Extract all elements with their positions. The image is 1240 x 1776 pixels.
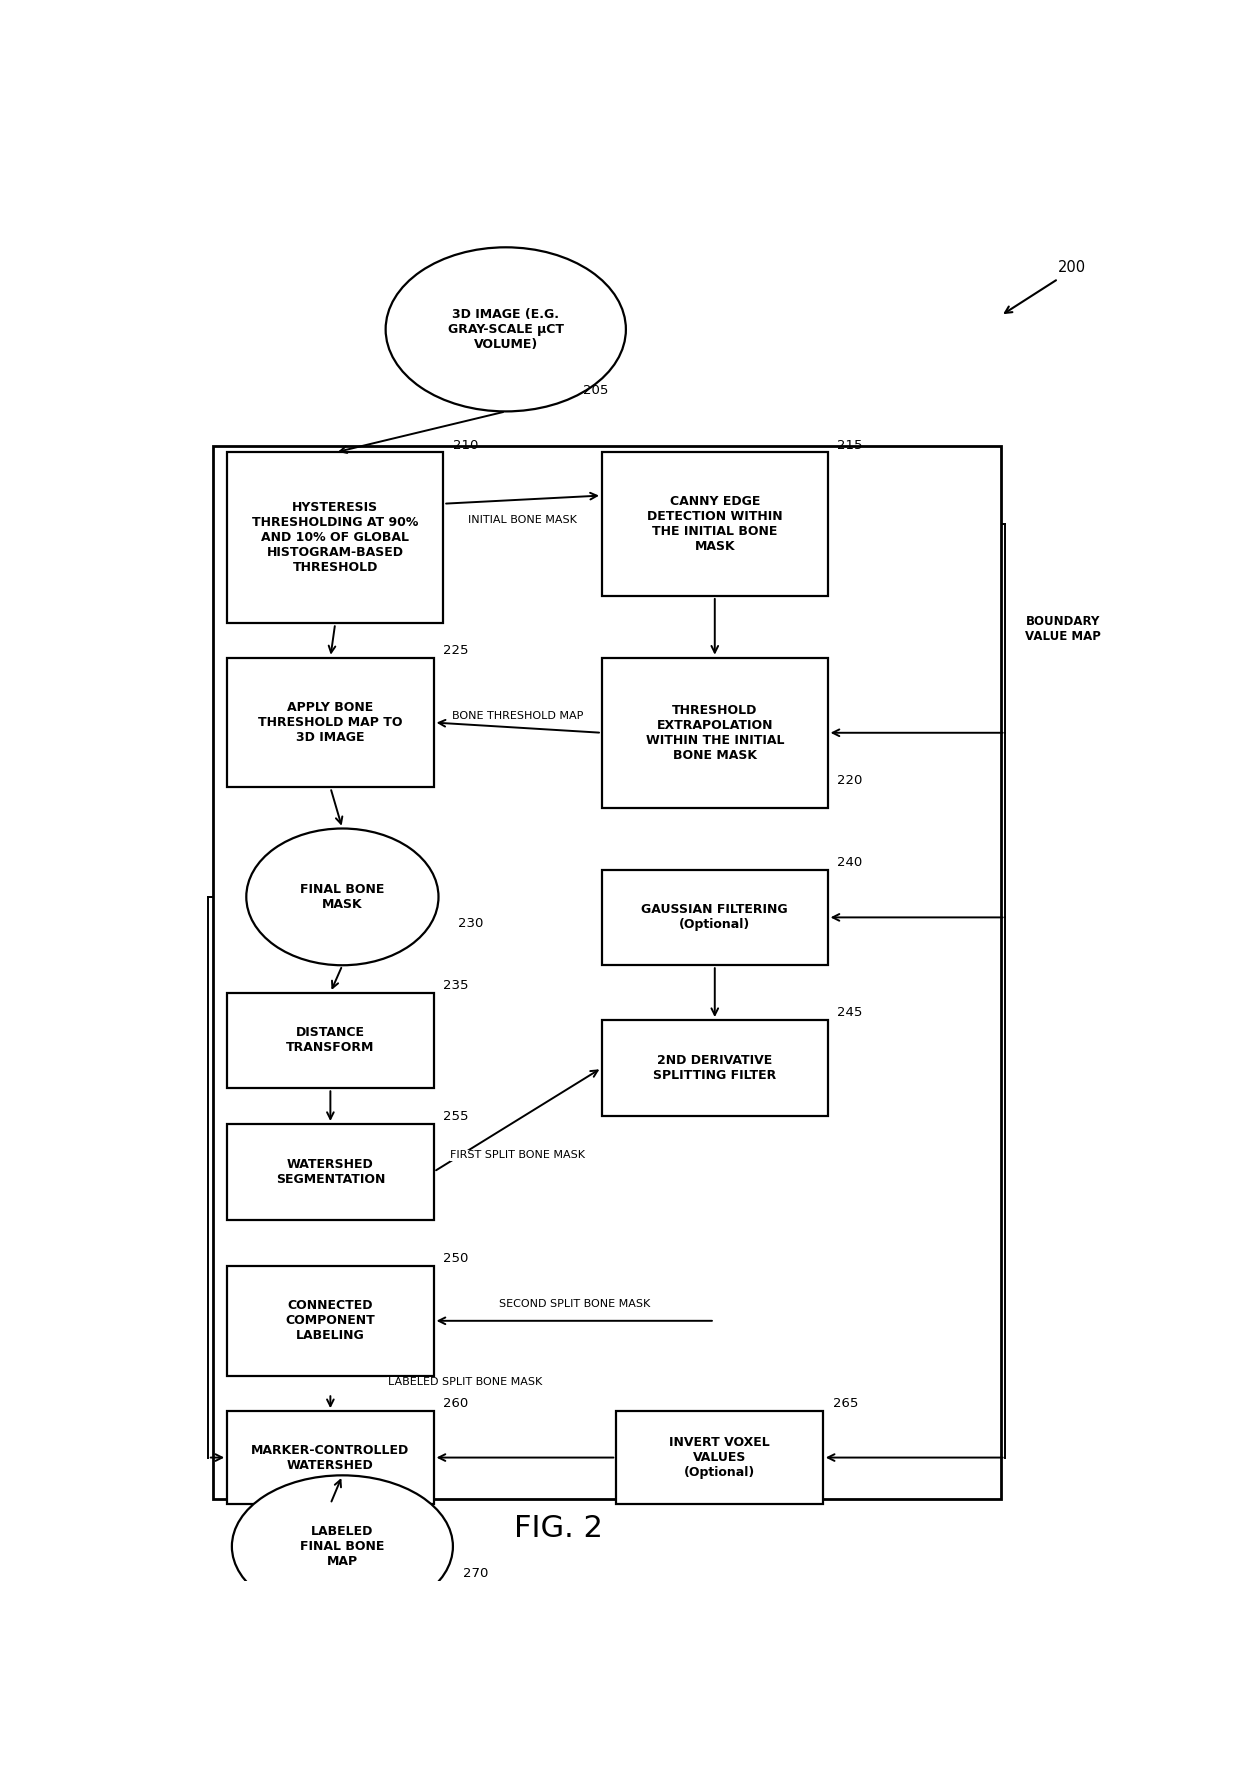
Text: GAUSSIAN FILTERING
(Optional): GAUSSIAN FILTERING (Optional) [641,904,789,931]
Bar [227,993,434,1089]
Text: THRESHOLD
EXTRAPOLATION
WITHIN THE INITIAL
BONE MASK: THRESHOLD EXTRAPOLATION WITHIN THE INITI… [646,703,784,762]
Text: 3D IMAGE (E.G.
GRAY-SCALE μCT
VOLUME): 3D IMAGE (E.G. GRAY-SCALE μCT VOLUME) [448,307,564,352]
Bar [601,870,828,966]
Ellipse shape [232,1476,453,1618]
Bar [227,453,444,623]
Text: FIRST SPLIT BONE MASK: FIRST SPLIT BONE MASK [450,1151,585,1160]
Text: 210: 210 [453,439,479,451]
Bar [601,453,828,597]
Text: 260: 260 [444,1398,469,1410]
Text: FIG. 2: FIG. 2 [515,1515,603,1543]
Text: CANNY EDGE
DETECTION WITHIN
THE INITIAL BONE
MASK: CANNY EDGE DETECTION WITHIN THE INITIAL … [647,496,782,554]
Text: 255: 255 [444,1110,469,1122]
Bar [227,657,434,787]
Text: 240: 240 [837,856,863,868]
Text: 270: 270 [463,1566,487,1581]
Text: 245: 245 [837,1007,863,1019]
Text: BOUNDARY
VALUE MAP: BOUNDARY VALUE MAP [1024,614,1101,643]
Text: 205: 205 [583,384,608,398]
Bar [227,1412,434,1504]
Ellipse shape [247,829,439,966]
Bar [227,1124,434,1220]
Text: MARKER-CONTROLLED
WATERSHED: MARKER-CONTROLLED WATERSHED [252,1444,409,1472]
Text: 250: 250 [444,1252,469,1266]
Text: 225: 225 [444,645,469,657]
Text: DISTANCE
TRANSFORM: DISTANCE TRANSFORM [286,1027,374,1055]
Bar [616,1412,823,1504]
Bar [601,1019,828,1115]
Text: LABELED
FINAL BONE
MAP: LABELED FINAL BONE MAP [300,1526,384,1568]
Text: 265: 265 [832,1398,858,1410]
Text: 235: 235 [444,979,469,993]
Text: CONNECTED
COMPONENT
LABELING: CONNECTED COMPONENT LABELING [285,1300,376,1343]
Bar [227,1266,434,1376]
Text: 230: 230 [458,918,484,931]
Text: INITIAL BONE MASK: INITIAL BONE MASK [469,515,577,526]
Text: WATERSHED
SEGMENTATION: WATERSHED SEGMENTATION [275,1158,386,1186]
Ellipse shape [386,247,626,412]
Text: 2ND DERIVATIVE
SPLITTING FILTER: 2ND DERIVATIVE SPLITTING FILTER [653,1053,776,1082]
Text: 200: 200 [1058,261,1086,275]
Bar [213,446,1001,1499]
Text: LABELED SPLIT BONE MASK: LABELED SPLIT BONE MASK [388,1378,542,1387]
Bar [601,657,828,808]
Text: BONE THRESHOLD MAP: BONE THRESHOLD MAP [453,712,584,721]
Text: SECOND SPLIT BONE MASK: SECOND SPLIT BONE MASK [498,1300,650,1309]
Text: HYSTERESIS
THRESHOLDING AT 90%
AND 10% OF GLOBAL
HISTOGRAM-BASED
THRESHOLD: HYSTERESIS THRESHOLDING AT 90% AND 10% O… [252,501,418,574]
Text: INVERT VOXEL
VALUES
(Optional): INVERT VOXEL VALUES (Optional) [670,1437,770,1479]
Text: FINAL BONE
MASK: FINAL BONE MASK [300,883,384,911]
Text: APPLY BONE
THRESHOLD MAP TO
3D IMAGE: APPLY BONE THRESHOLD MAP TO 3D IMAGE [258,702,403,744]
Text: 220: 220 [837,774,863,787]
Text: 215: 215 [837,439,863,451]
